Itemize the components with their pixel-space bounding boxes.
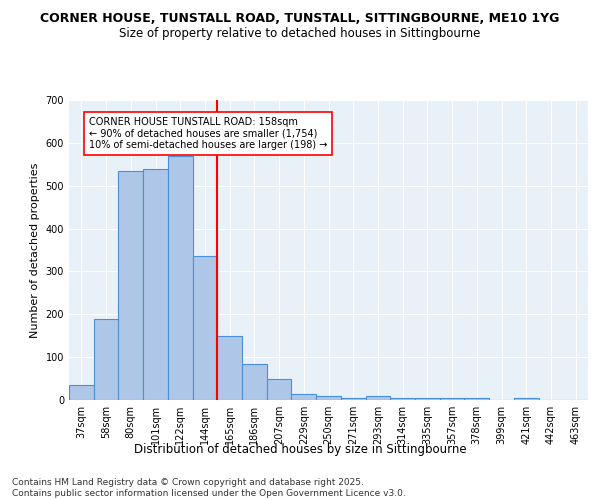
- Bar: [440, 398, 464, 400]
- Bar: [514, 398, 539, 400]
- Bar: [267, 378, 292, 400]
- Bar: [316, 396, 341, 400]
- Bar: [193, 256, 217, 400]
- Bar: [341, 398, 365, 400]
- Bar: [168, 156, 193, 400]
- Bar: [69, 385, 94, 400]
- Text: Distribution of detached houses by size in Sittingbourne: Distribution of detached houses by size …: [134, 442, 466, 456]
- Text: CORNER HOUSE TUNSTALL ROAD: 158sqm
← 90% of detached houses are smaller (1,754)
: CORNER HOUSE TUNSTALL ROAD: 158sqm ← 90%…: [89, 117, 327, 150]
- Bar: [143, 168, 168, 400]
- Bar: [292, 394, 316, 400]
- Bar: [242, 364, 267, 400]
- Text: Contains HM Land Registry data © Crown copyright and database right 2025.
Contai: Contains HM Land Registry data © Crown c…: [12, 478, 406, 498]
- Text: Size of property relative to detached houses in Sittingbourne: Size of property relative to detached ho…: [119, 28, 481, 40]
- Bar: [464, 398, 489, 400]
- Bar: [217, 336, 242, 400]
- Bar: [365, 396, 390, 400]
- Bar: [415, 398, 440, 400]
- Text: CORNER HOUSE, TUNSTALL ROAD, TUNSTALL, SITTINGBOURNE, ME10 1YG: CORNER HOUSE, TUNSTALL ROAD, TUNSTALL, S…: [40, 12, 560, 26]
- Bar: [390, 398, 415, 400]
- Bar: [118, 170, 143, 400]
- Y-axis label: Number of detached properties: Number of detached properties: [30, 162, 40, 338]
- Bar: [94, 318, 118, 400]
